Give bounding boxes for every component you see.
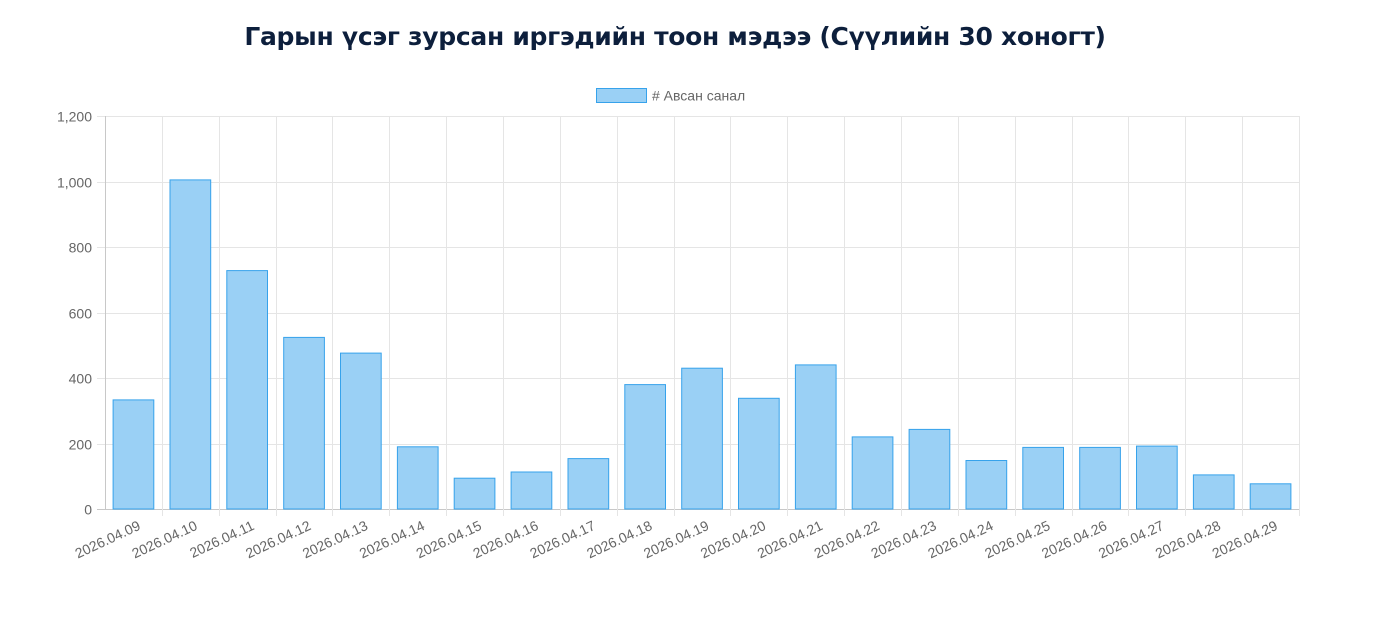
bar[interactable] [908,428,951,510]
bar[interactable] [396,446,439,510]
y-tick-label: 200 [69,437,93,453]
legend-label[interactable]: # Авсан санал [652,88,745,104]
bar[interactable] [738,397,780,510]
bar[interactable] [1136,445,1178,510]
bar[interactable] [169,179,212,510]
bar[interactable] [1022,446,1064,510]
legend[interactable]: # Авсан санал [596,88,746,104]
bar[interactable] [681,367,723,510]
bar[interactable] [226,270,269,510]
y-tick-label: 1,000 [57,175,92,191]
bar[interactable] [283,336,325,510]
y-tick-label: 1,200 [57,109,92,125]
chart-title: Гарын үсэг зурсан иргэдийн тоон мэдээ (С… [244,22,1106,51]
y-tick-label: 600 [69,306,93,322]
bar[interactable] [1192,474,1235,510]
y-tick-label: 400 [69,371,93,387]
bar[interactable] [1249,483,1292,510]
x-tick-label: 2026.04.29 [1210,517,1280,561]
y-tick-label: 0 [84,502,92,518]
bar[interactable] [453,477,496,510]
bar[interactable] [1079,446,1121,510]
bar[interactable] [794,364,837,510]
bar[interactable] [340,352,382,510]
x-tick-label: 2026.04.10 [129,517,199,561]
y-tick-label: 800 [69,240,93,256]
bar[interactable] [624,384,666,510]
bar[interactable] [510,471,553,510]
bar[interactable] [112,399,155,510]
bar[interactable] [567,458,610,510]
bar[interactable] [851,436,894,510]
bars [112,179,1292,510]
bar[interactable] [965,460,1008,510]
legend-swatch[interactable] [596,88,647,103]
